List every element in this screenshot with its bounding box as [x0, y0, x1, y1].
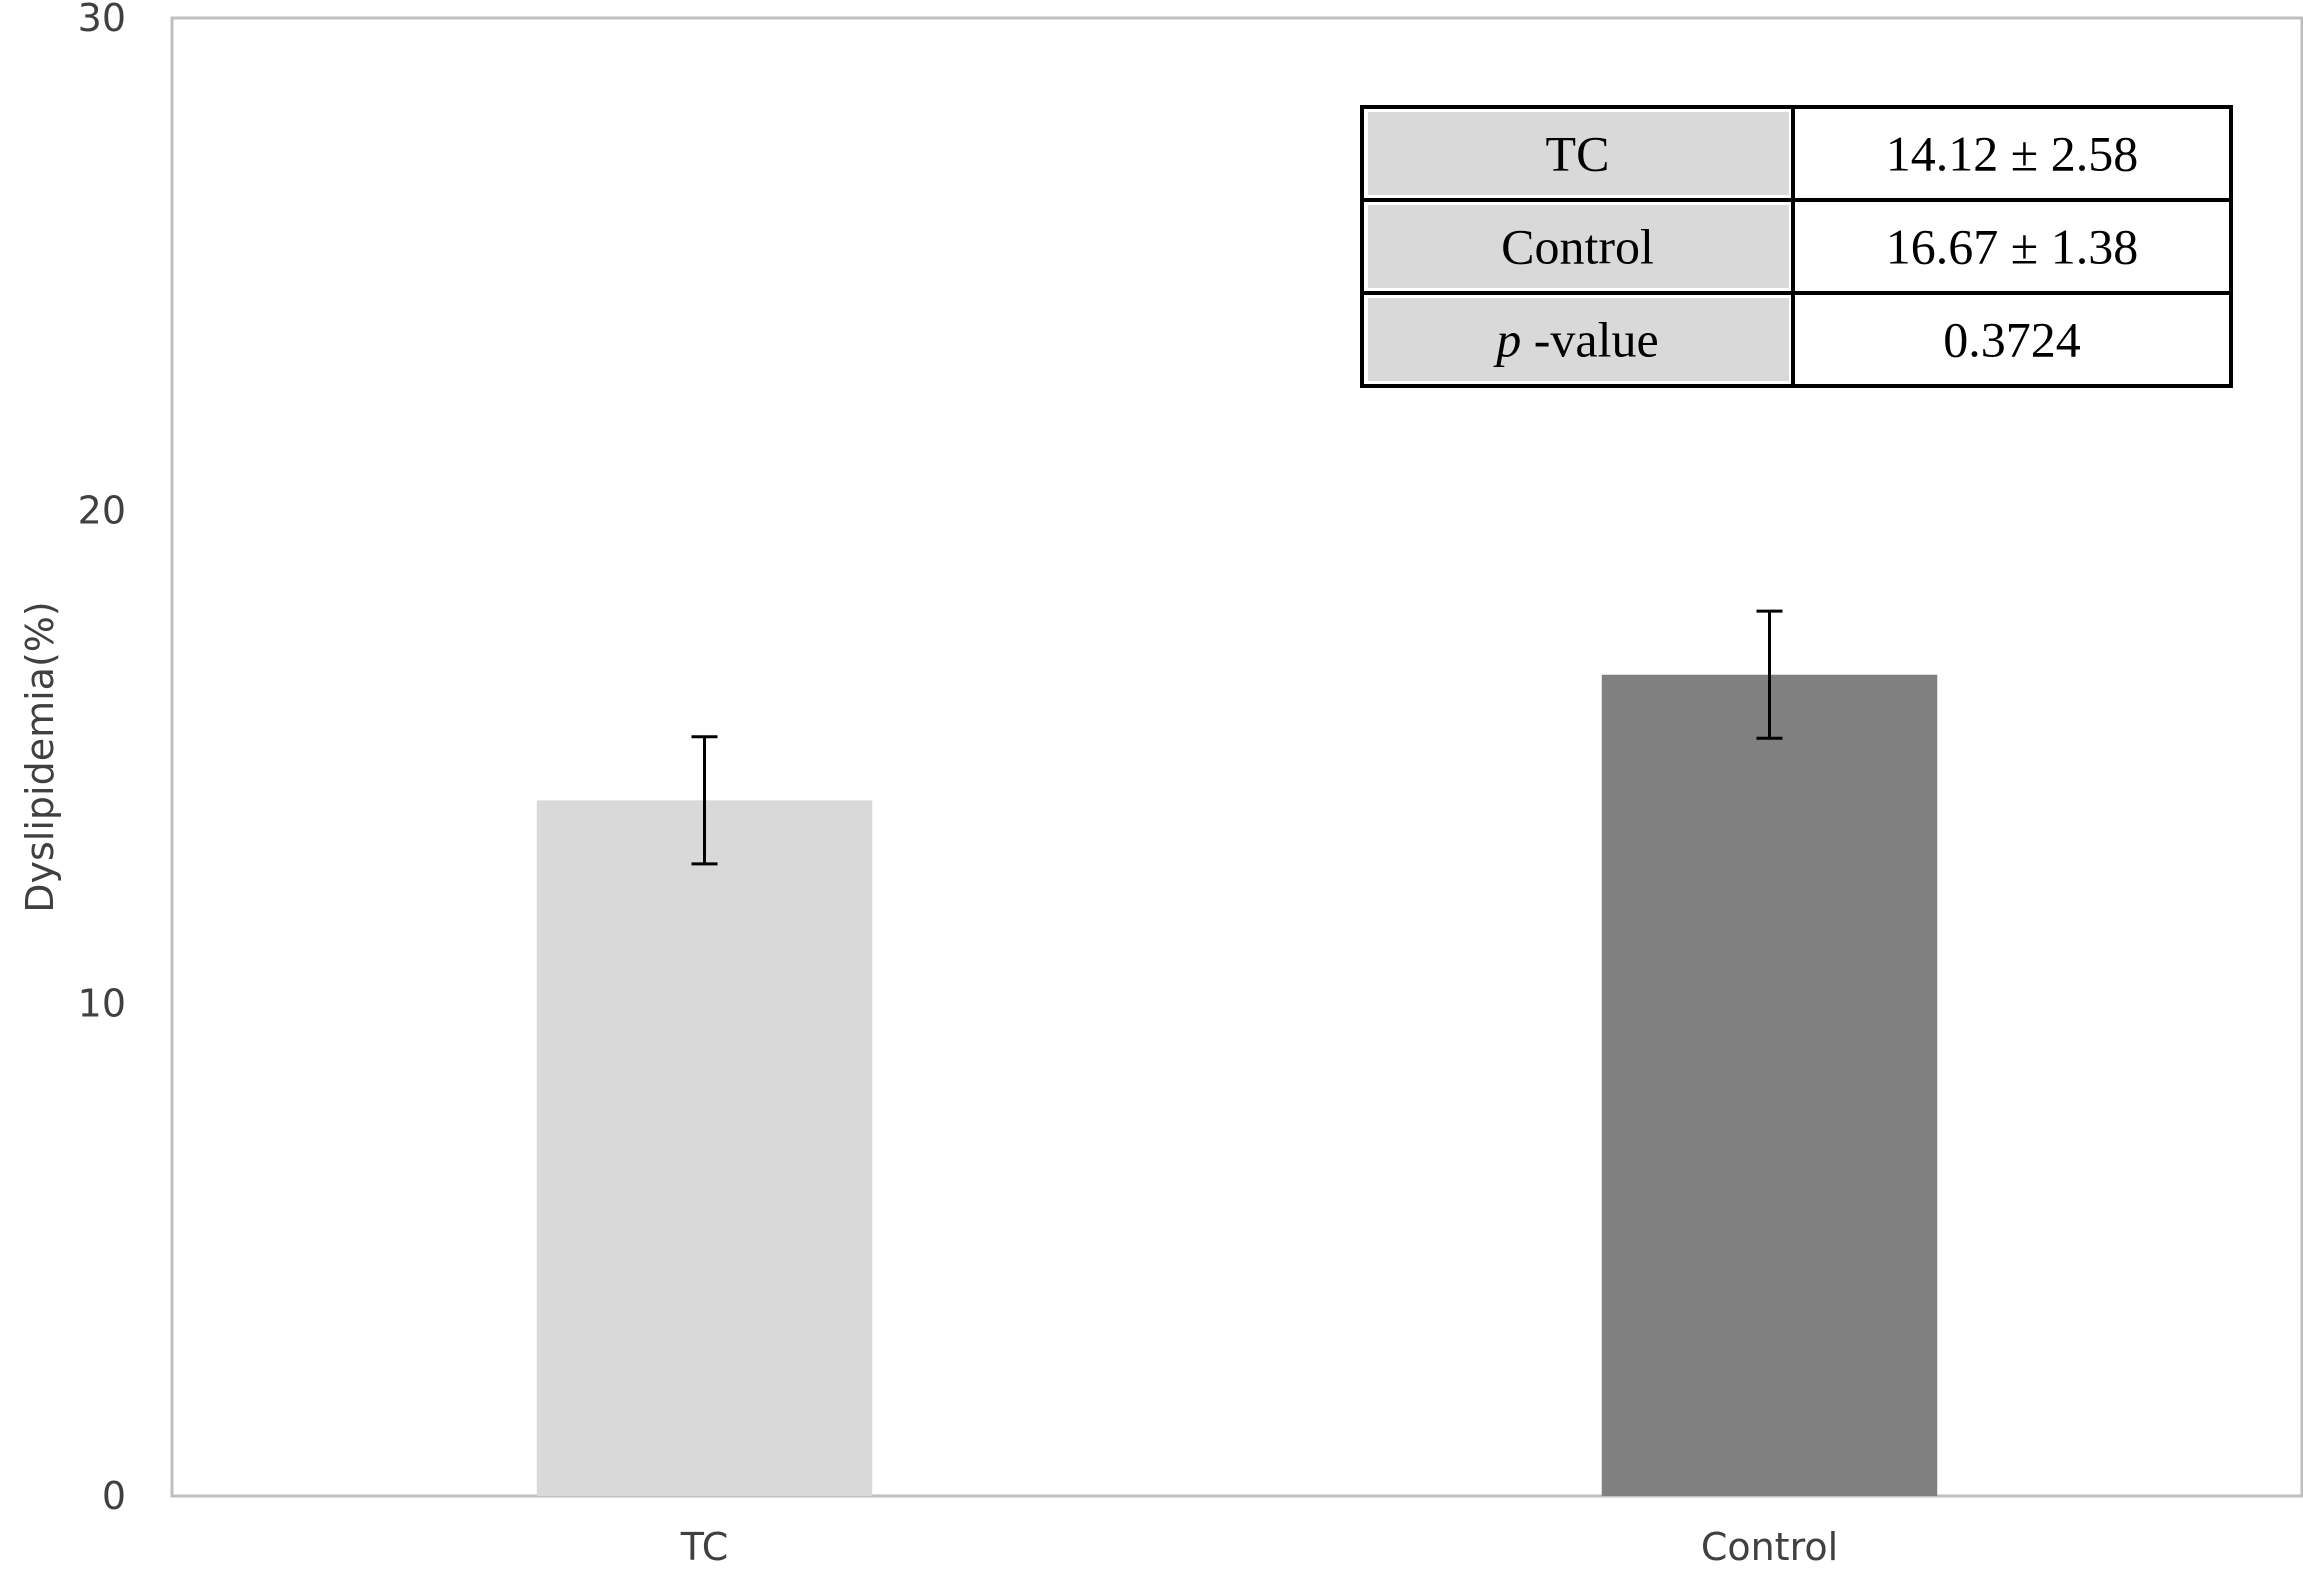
stats-table-label-cell: [1368, 298, 1789, 381]
y-axis-label: Dyslipidemia(%): [18, 601, 62, 912]
y-tick-label: 20: [78, 489, 126, 533]
stats-table-label-cell: [1368, 205, 1789, 288]
error-bars: [691, 609, 1783, 866]
x-tick-label: TC: [680, 1525, 729, 1569]
stats-table-label-cell: [1368, 112, 1789, 195]
bar-tc: [536, 800, 873, 1496]
error-bar-tc: [691, 735, 718, 866]
y-tick-labels: 0 10 20 30: [78, 0, 126, 1518]
bar-control: [1601, 674, 1938, 1496]
stats-table-label: TC: [1546, 126, 1610, 182]
error-bar-control: [1756, 609, 1783, 740]
stats-table: TC 14.12 ± 2.58 Control 16.67 ± 1.38 p -valu…: [1360, 105, 2233, 388]
stats-table-label: Control: [1501, 219, 1654, 275]
bars: [536, 674, 1938, 1496]
x-tick-labels: TC Control: [680, 1525, 1838, 1569]
stats-table-border: [1360, 105, 2233, 388]
stats-table-value: 14.12 ± 2.58: [1886, 126, 2138, 182]
plot-frame: [170, 16, 2303, 1498]
stats-table-value: 0.3724: [1943, 312, 2081, 368]
x-tick-label: Control: [1701, 1525, 1838, 1569]
y-tick-label: 30: [78, 0, 126, 40]
y-tick-label: 0: [102, 1474, 126, 1518]
stats-table-label: p -value: [1493, 312, 1658, 368]
y-tick-label: 10: [78, 981, 126, 1025]
stats-table-value: 16.67 ± 1.38: [1886, 219, 2138, 275]
